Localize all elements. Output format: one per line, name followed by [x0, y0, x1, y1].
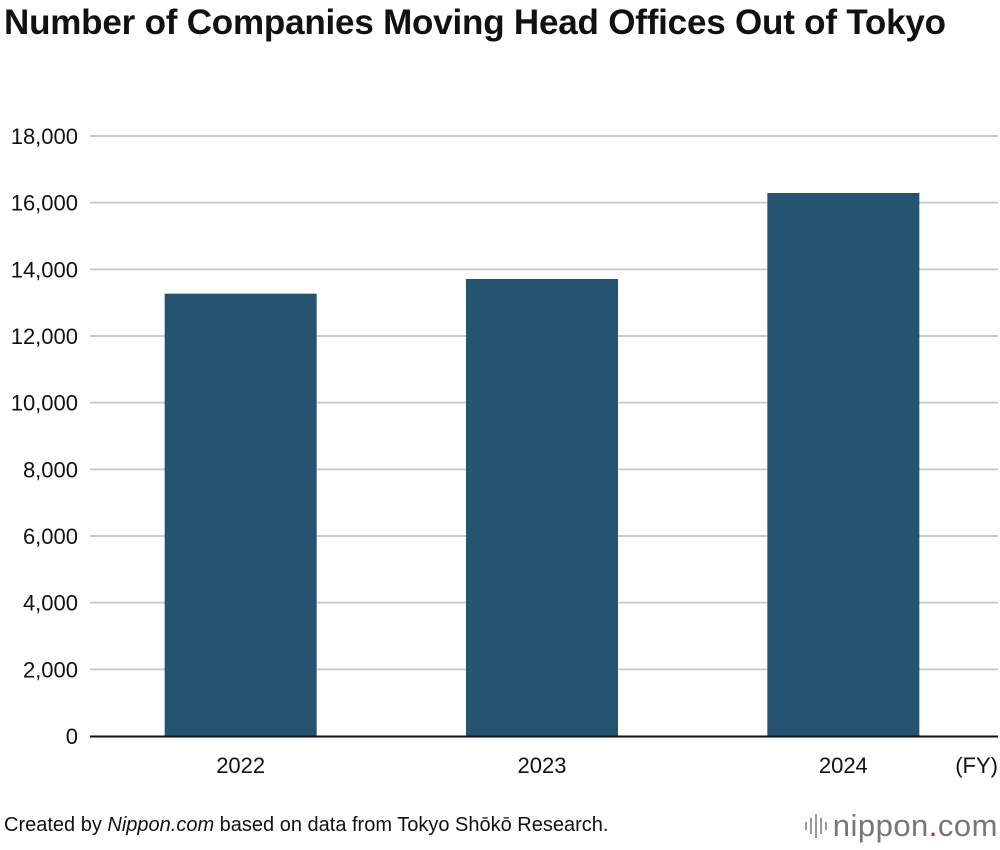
brand-name: nippon [832, 808, 929, 843]
y-tick-label: 14,000 [11, 257, 78, 282]
bar [164, 293, 317, 736]
sound-wave-icon [804, 814, 827, 838]
y-tick-label: 16,000 [11, 191, 78, 216]
bar [767, 193, 920, 736]
source-publisher: Nippon.com [107, 814, 215, 836]
bars [164, 193, 920, 736]
x-tick-label: 2023 [518, 753, 567, 778]
y-tick-label: 4,000 [23, 591, 78, 616]
chart-title: Number of Companies Moving Head Offices … [4, 3, 946, 42]
source-note: Created by Nippon.com based on data from… [4, 814, 608, 837]
nippon-logo: nippon.com [803, 806, 998, 846]
y-tick-label: 6,000 [23, 524, 78, 549]
x-tick-label: 2022 [216, 753, 265, 778]
y-tick-label: 18,000 [11, 124, 78, 149]
y-tick-label: 0 [66, 724, 78, 749]
x-tick-label: 2024 [819, 753, 868, 778]
x-axis-ticks: 2022 2023 2024 [216, 753, 868, 778]
brand-tld: com [937, 808, 998, 843]
brand-dot: . [928, 808, 938, 843]
bar-chart: 0 2,000 4,000 6,000 8,000 10,000 12,000 14,000 1… [11, 124, 998, 778]
x-axis-unit-label: (FY) [955, 753, 998, 778]
y-tick-label: 2,000 [23, 657, 78, 682]
brand-wordmark: nippon.com [833, 808, 998, 844]
bar [466, 279, 618, 736]
y-axis-ticks: 0 2,000 4,000 6,000 8,000 10,000 12,000 14,000 1… [11, 124, 78, 749]
y-tick-label: 8,000 [23, 457, 78, 482]
y-tick-label: 10,000 [11, 391, 78, 416]
source-prefix: Created by [4, 814, 108, 836]
source-suffix: based on data from Tokyo Shōkō Research. [214, 814, 609, 836]
y-tick-label: 12,000 [11, 324, 78, 349]
